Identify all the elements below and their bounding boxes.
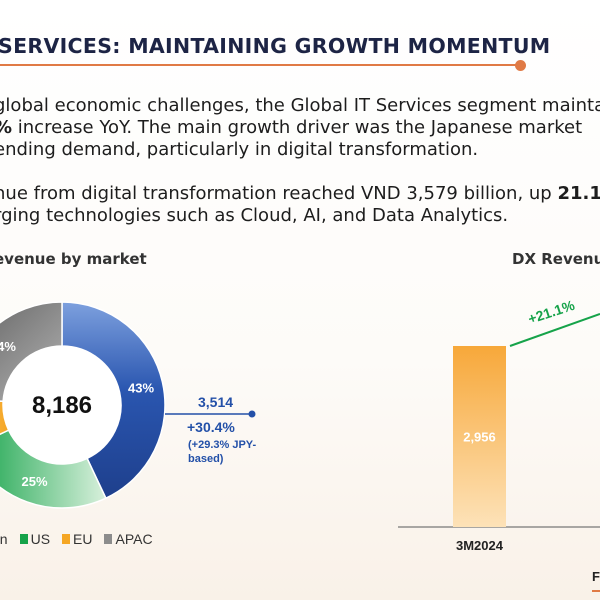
- growth-arrow-line: [509, 313, 600, 347]
- next-period-axis-label: F: [592, 569, 600, 584]
- intro-line-1: global economic challenges, the Global I…: [0, 95, 600, 116]
- intro-line-3: ending demand, particularly in digital t…: [0, 139, 479, 160]
- callout-growth: +30.4%: [187, 419, 235, 435]
- page-title: SERVICES: MAINTAINING GROWTH MOMENTUM: [0, 34, 551, 58]
- title-underline-dot: [515, 59, 526, 71]
- pie-slice-label-apac: 4%: [0, 339, 16, 354]
- bar-value-label: 2,956: [463, 430, 496, 445]
- bar-chart-title: DX Revenu: [512, 250, 600, 268]
- legend-label: APAC: [115, 531, 153, 547]
- growth-label: +21.1%: [526, 297, 577, 327]
- pie-center-total: 8,186: [32, 392, 92, 419]
- pie-slice-label-japan: 43%: [128, 380, 154, 395]
- intro-paragraph: global economic challenges, the Global I…: [0, 95, 600, 161]
- bar-3m2024: [453, 346, 506, 527]
- pie-slice-label-us: 25%: [22, 474, 48, 489]
- legend-swatch: [62, 534, 71, 544]
- bar-category-label: 3M2024: [456, 538, 504, 553]
- bar-chart: 2,956 3M2024: [453, 346, 506, 553]
- pie-chart-title: evenue by market: [0, 250, 147, 268]
- dx-paragraph: nue from digital transformation reached …: [0, 183, 600, 227]
- callout-note-line-2: based): [188, 453, 224, 465]
- legend-item-1: US: [19, 531, 51, 547]
- pie-slice-eu: [0, 400, 10, 436]
- callout-value: 3,514: [198, 394, 233, 410]
- callout-note-line-1: (+29.3% JPY-: [188, 439, 257, 451]
- dx-line-1: nue from digital transformation reached …: [0, 183, 558, 204]
- dx-growth-figure: 21.1%: [557, 183, 600, 204]
- legend-item-3: APAC: [104, 531, 153, 547]
- intro-line-2: increase YoY. The main growth driver was…: [12, 117, 583, 138]
- dx-line-2: rging technologies such as Cloud, AI, an…: [0, 205, 509, 226]
- legend-swatch: [104, 534, 113, 544]
- legend-swatch: [19, 534, 28, 544]
- callout-connector-dot: [248, 410, 256, 418]
- legend-label: EU: [73, 531, 93, 547]
- legend-label: US: [30, 531, 51, 547]
- legend-item-0: an: [0, 531, 8, 547]
- donut-hole: [3, 346, 121, 464]
- legend-item-2: EU: [62, 531, 92, 547]
- title-underline: [0, 64, 518, 66]
- intro-growth-figure: %: [0, 117, 12, 138]
- pie-legend: an US EU APAC: [0, 531, 153, 547]
- legend-label: an: [0, 531, 8, 547]
